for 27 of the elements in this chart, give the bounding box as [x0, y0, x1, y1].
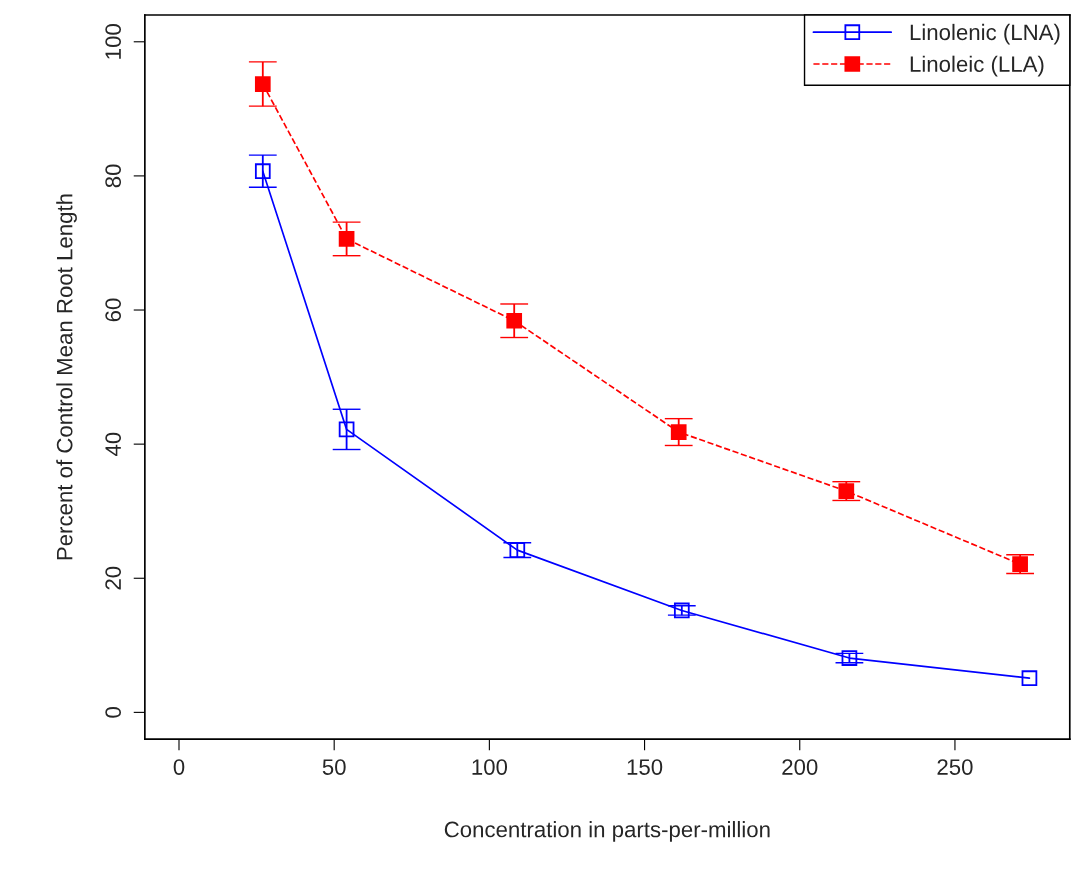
x-tick-label: 150: [627, 759, 663, 775]
x-tick-label: 250: [937, 759, 973, 775]
x-tick-label: 200: [782, 759, 818, 775]
point: [338, 421, 355, 438]
point: [506, 312, 523, 329]
y-axis-title: Percent of Control Mean Root Length: [56, 194, 77, 560]
legend-label: Linolenic (LNA): [910, 23, 1060, 45]
point: [509, 542, 526, 558]
y-tick-label: 100: [105, 24, 122, 59]
point: [1021, 670, 1038, 687]
point: [1012, 556, 1028, 573]
point: [673, 602, 690, 619]
x-tick-label: 100: [472, 759, 508, 775]
point: [841, 650, 858, 666]
point: [838, 483, 855, 499]
point: [670, 424, 687, 440]
point: [254, 76, 271, 92]
y-tick-label: 80: [105, 164, 122, 188]
x-axis-title: Concentration in parts-per-million: [444, 821, 770, 842]
x-tick-label: 0: [173, 759, 185, 775]
y-tick-label: 60: [105, 298, 122, 322]
y-tick-label: 20: [105, 566, 122, 590]
y-tick-label: 0: [105, 707, 122, 718]
point: [254, 163, 271, 180]
legend-label: Linoleic (LLA): [910, 55, 1044, 77]
y-tick-label: 40: [105, 432, 122, 456]
x-tick-label: 50: [322, 759, 346, 775]
